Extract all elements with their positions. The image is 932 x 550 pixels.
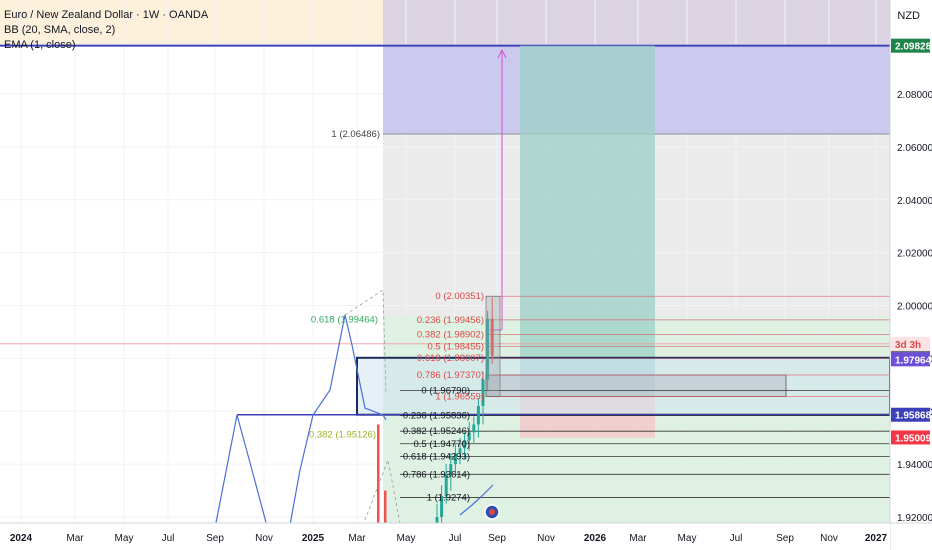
fib-lower-label: 0.236 (1.95836) [403, 411, 470, 422]
recent-candle-box [485, 295, 501, 397]
price-badge [891, 430, 930, 445]
candles-layer [377, 295, 501, 550]
price-tick-label: 2.04000 [897, 196, 932, 207]
ema-line [214, 314, 387, 531]
fib-extension-label: 1 (2.06486) [331, 129, 380, 140]
zone-layer [0, 44, 891, 523]
candle-body [490, 318, 494, 356]
fib-upper-label: 0.236 (1.99456) [417, 315, 484, 326]
price-badge [891, 336, 930, 351]
candle-body [467, 432, 471, 441]
time-tick-label: Jul [162, 533, 175, 544]
price-tick-label: 1.94000 [897, 460, 932, 471]
time-tick-label: May [115, 533, 134, 544]
price-badge-label: 1.95868 [895, 411, 932, 422]
price-badge-label: 3d 3h [895, 340, 921, 351]
time-tick-label: Mar [348, 533, 366, 544]
time-tick-label: 2026 [584, 533, 607, 544]
fib-upper-label: 0.382 (1.98902) [417, 330, 484, 341]
fib-lower-label: 0.618 (1.94293) [403, 451, 470, 462]
time-axis-bg [0, 523, 890, 550]
price-badge [891, 407, 930, 422]
candle-body [444, 474, 448, 496]
price-badge [891, 352, 930, 367]
price-badge-label: 2.09828 [895, 42, 932, 53]
target-arrow-head [497, 48, 507, 59]
price-tick-label: 2.00000 [897, 302, 932, 313]
indicator-legend: Euro / New Zealand Dollar · 1W · OANDA B… [4, 8, 208, 53]
time-tick-label: Sep [776, 533, 794, 544]
swing-dashed-line [344, 289, 387, 396]
price-tick-label: 2.06000 [897, 143, 932, 154]
candle-body [476, 405, 480, 425]
candle-body [453, 453, 457, 465]
candle-body [486, 318, 490, 380]
ema-indicator-label[interactable]: EMA (1, close) [4, 39, 76, 51]
fib-upper-label: 1 (1.96559) [435, 391, 484, 402]
time-tick-label: 2027 [865, 533, 888, 544]
fib-upper-label: 0.5 (1.98455) [427, 341, 484, 352]
candle-body [440, 495, 444, 517]
candle-body [472, 424, 476, 433]
price-badge-label: 1.95009 [895, 433, 932, 444]
fib-upper-label: 0.786 (1.97370) [417, 370, 484, 381]
price-tick-label: 2.02000 [897, 249, 932, 260]
symbol-title[interactable]: Euro / New Zealand Dollar · 1W · OANDA [4, 9, 209, 21]
price-tick-label: 2.08000 [897, 90, 932, 101]
time-tick-label: Mar [629, 533, 647, 544]
fib-lower-label: 0.5 (1.94770) [413, 439, 470, 450]
swing-label-upper: 0.618 (1.99464) [311, 315, 378, 326]
time-tick-label: Jul [449, 533, 462, 544]
candle-body [377, 424, 380, 531]
time-tick-label: Nov [537, 533, 555, 544]
price-badge-label: 1.97964 [895, 355, 932, 366]
ema-line-recent [459, 484, 494, 516]
candle-body [384, 490, 387, 531]
fib-upper-label: 0 (2.00351) [435, 291, 484, 302]
fib-upper-label: 0.618 (1.98007) [417, 353, 484, 364]
fib-labels-layer: 0 (2.00351) 0.236 (1.99456) 0.382 (1.98902… [309, 129, 484, 503]
candle-body [481, 379, 485, 406]
time-tick-label: 2025 [302, 533, 325, 544]
bb-indicator-label[interactable]: BB (20, SMA, close, 2) [4, 24, 116, 36]
target-profit-box [520, 45, 655, 397]
fib-lower-label: 1 (1.9274) [427, 492, 470, 503]
fib-lower-label: 0.786 (1.93614) [403, 469, 470, 480]
price-axis-bg [890, 0, 932, 550]
time-tick-label: Nov [255, 533, 273, 544]
time-tick-label: May [397, 533, 416, 544]
header-band-right [383, 0, 890, 44]
fib-lower-label: 0 (1.96790) [421, 385, 470, 396]
price-axis[interactable]: 1.920001.940001.960001.980002.000002.020… [889, 0, 932, 550]
time-tick-label: Sep [206, 533, 224, 544]
header-band-left [0, 0, 383, 44]
time-tick-label: Sep [488, 533, 506, 544]
currency-label: NZD [897, 10, 920, 22]
price-badge [891, 38, 930, 53]
consolidation-box [485, 374, 787, 397]
time-axis[interactable]: 2024 Mar May Jul Sep Nov 2025 Mar May Jul Sep Nov 20… [0, 522, 932, 550]
candle-body [458, 448, 462, 454]
time-tick-label: Nov [820, 533, 838, 544]
candle-body [449, 464, 453, 475]
fib-lower-label: 0.382 (1.95246) [403, 426, 470, 437]
event-icon-dot [489, 509, 495, 515]
time-tick-label: May [678, 533, 697, 544]
time-tick-label: Jul [730, 533, 743, 544]
fib-lines-layer [0, 48, 890, 531]
time-tick-label: Mar [66, 533, 84, 544]
candle-body [463, 440, 467, 449]
swing-label-lower: 0.382 (1.95126) [309, 429, 376, 440]
time-tick-label: 2024 [10, 533, 33, 544]
price-tick-label: 1.92000 [897, 513, 932, 524]
